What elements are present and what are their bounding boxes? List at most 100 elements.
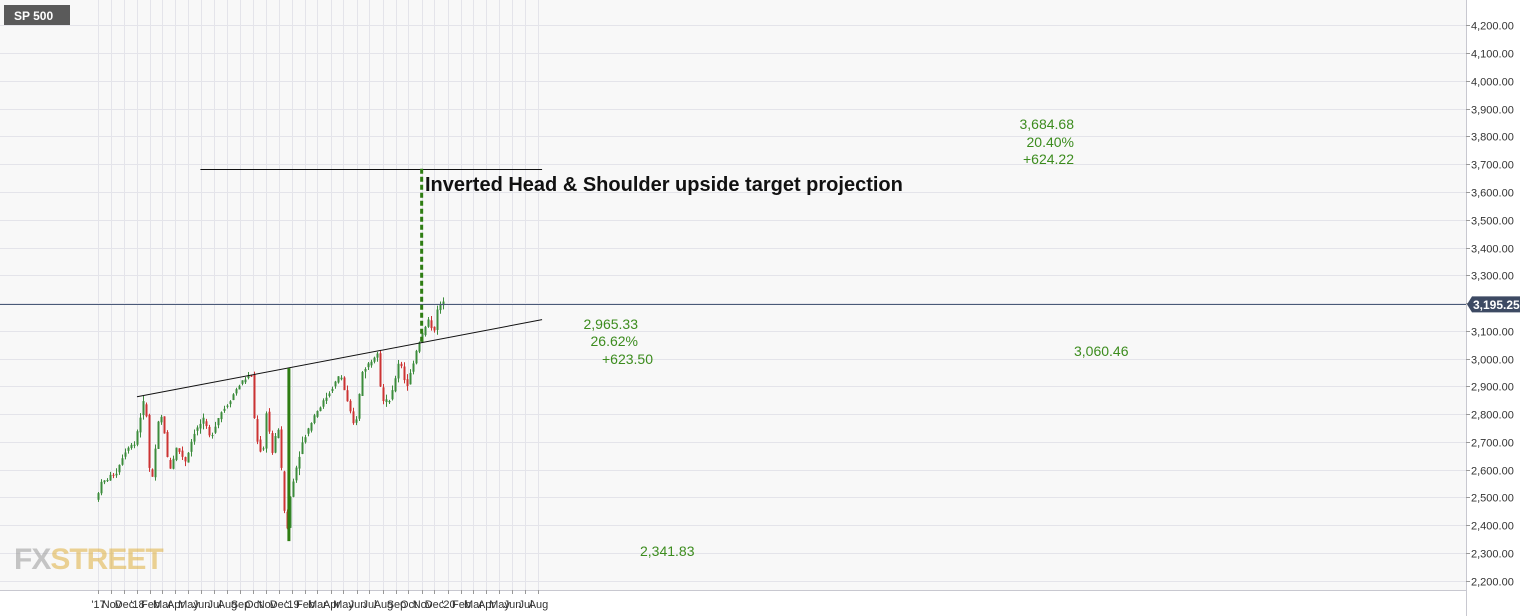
candle-body xyxy=(187,452,190,463)
x-tick-label: Oct xyxy=(245,599,262,611)
x-tick-label: Feb xyxy=(296,599,315,611)
candle-body xyxy=(136,431,139,445)
price-badge-background xyxy=(1467,296,1520,313)
x-tick-label: Nov xyxy=(257,599,277,611)
candle-body xyxy=(178,448,181,452)
candle-body xyxy=(322,400,325,407)
x-tick-label: Mar xyxy=(308,599,327,611)
candle-body xyxy=(193,433,196,442)
candle-body xyxy=(274,436,277,453)
candle-body xyxy=(337,376,340,383)
target-projection-label: Inverted Head & Shoulder upside target p… xyxy=(425,174,903,196)
candle-body xyxy=(418,342,421,352)
candle-body xyxy=(385,399,388,403)
candle-body xyxy=(199,423,202,429)
y-tick-label: 2,300.00 xyxy=(1471,549,1514,561)
y-tick-label: 4,200.00 xyxy=(1471,21,1514,33)
candle-body xyxy=(103,480,106,483)
candle-body xyxy=(229,401,232,405)
y-tick-label: 2,400.00 xyxy=(1471,521,1514,533)
y-tick-label: 3,900.00 xyxy=(1471,105,1514,117)
candle-body xyxy=(370,361,373,366)
x-tick-label: Apr xyxy=(478,599,495,611)
candle-body xyxy=(397,363,400,379)
candle-body xyxy=(112,474,115,476)
x-tick-label: Dec xyxy=(115,599,135,611)
x-tick-label: Jul xyxy=(207,599,221,611)
candle-body xyxy=(415,350,418,364)
y-tick-label: 3,800.00 xyxy=(1471,132,1514,144)
candle-body xyxy=(172,458,175,469)
candle-body xyxy=(373,357,376,362)
candle-body xyxy=(328,393,331,397)
candle-body xyxy=(376,353,379,358)
candle-body xyxy=(208,426,211,436)
candle-body xyxy=(118,464,121,473)
x-tick-label: Mar xyxy=(153,599,172,611)
candle-body xyxy=(115,473,118,476)
candle-body xyxy=(412,363,415,372)
candle-body xyxy=(241,380,244,384)
x-tick-label: '17 xyxy=(91,599,105,611)
x-tick-label: Aug xyxy=(529,599,549,611)
head-measure-percent: 26.62% xyxy=(591,333,638,349)
candle-body xyxy=(145,404,148,417)
candle-body xyxy=(259,439,262,452)
candle-body xyxy=(367,363,370,368)
candle-body xyxy=(388,401,391,403)
target-measure-percent: 20.40% xyxy=(1027,134,1074,150)
candle-body xyxy=(430,320,433,329)
gridlines xyxy=(0,0,1466,590)
candle-body xyxy=(154,448,157,478)
candle-body xyxy=(253,374,256,419)
candle-body xyxy=(139,417,142,433)
candle-body xyxy=(235,389,238,394)
y-tick-label: 3,600.00 xyxy=(1471,188,1514,200)
candle-body xyxy=(316,410,319,417)
plot-background xyxy=(0,0,1466,590)
x-tick-label: Jul xyxy=(518,599,532,611)
ticker-text: SP 500 xyxy=(14,9,53,23)
candle-body xyxy=(346,390,349,402)
candle-body xyxy=(223,408,226,411)
candle-body xyxy=(238,385,241,390)
x-tick-label: Jun xyxy=(193,599,211,611)
candle-body xyxy=(97,493,100,500)
ticker-background xyxy=(4,5,70,25)
x-tick-label: '18 xyxy=(130,599,144,611)
candle-body xyxy=(151,469,154,477)
candle-body xyxy=(349,400,352,412)
candle-body xyxy=(358,393,361,419)
candle-body xyxy=(403,366,406,381)
candle-body xyxy=(214,426,217,433)
y-tick-label: 2,200.00 xyxy=(1471,577,1514,589)
candle-body xyxy=(436,309,439,330)
candle-body xyxy=(124,452,127,457)
candle-body xyxy=(205,421,208,427)
candle-body xyxy=(319,407,322,412)
candle-body xyxy=(277,429,280,439)
candle-body xyxy=(169,460,172,469)
x-tick-label: Dec xyxy=(270,599,290,611)
candle-body xyxy=(109,474,112,481)
candle-body xyxy=(325,397,328,401)
logo-text: FXSTREET xyxy=(14,543,163,576)
y-tick-label: 2,500.00 xyxy=(1471,493,1514,505)
target-measure-price: 3,684.68 xyxy=(1020,116,1075,132)
candle-body xyxy=(175,447,178,460)
candle-body xyxy=(439,304,442,311)
x-tick-label: Apr xyxy=(167,599,184,611)
candle-body xyxy=(181,450,184,457)
logo-text-fx: FX xyxy=(14,543,51,576)
x-tick-label: Feb xyxy=(452,599,471,611)
candle-body xyxy=(361,372,364,397)
candle-body xyxy=(409,372,412,385)
head-measure-price: 2,965.33 xyxy=(584,316,639,332)
x-tick-label: May xyxy=(333,599,354,611)
y-tick-label: 2,700.00 xyxy=(1471,438,1514,450)
candle-body xyxy=(433,326,436,331)
x-axis-background xyxy=(0,590,1466,616)
candle-body xyxy=(268,411,271,432)
